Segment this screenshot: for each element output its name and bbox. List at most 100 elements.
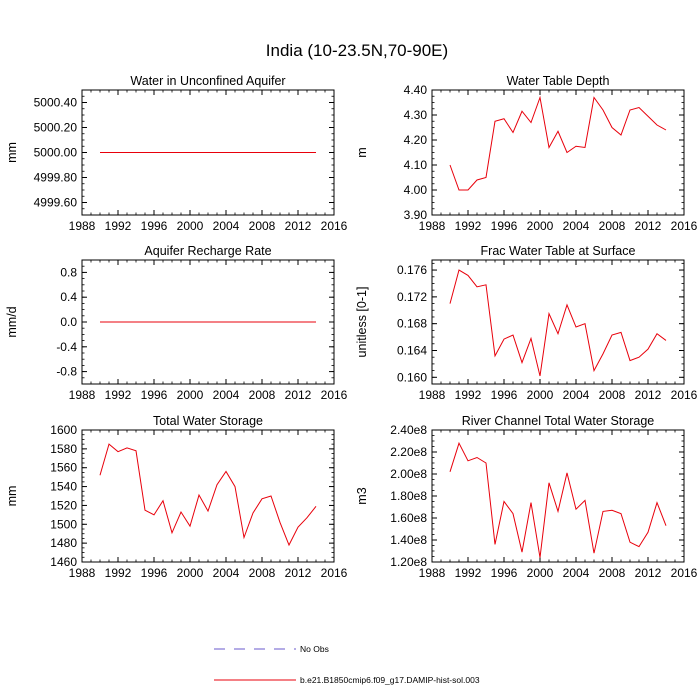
panel-title: Water Table Depth [507,74,610,88]
x-tick-label: 1992 [105,219,132,233]
x-tick-label: 2008 [249,566,276,580]
x-tick-label: 1996 [141,219,168,233]
y-tick-label: 1520 [50,498,77,512]
x-tick-label: 1988 [69,566,96,580]
y-tick-label: 2.20e8 [390,445,427,459]
x-tick-label: 2016 [671,566,698,580]
x-tick-label: 1992 [455,388,482,402]
y-tick-label: 4.20 [404,133,428,147]
x-tick-label: 1996 [491,388,518,402]
y-tick-label: 1540 [50,480,77,494]
x-tick-label: 2004 [213,219,240,233]
x-tick-label: 1992 [105,388,132,402]
y-tick-label: 1.60e8 [390,511,427,525]
panel-5: Total Water Storage mm 1988 1992 1996 2000 200… [5,414,348,580]
y-tick-label: 4999.60 [34,196,78,210]
x-tick-label: 2008 [249,219,276,233]
x-tick-label: 2012 [635,388,662,402]
x-tick-label: 2008 [249,388,276,402]
y-tick-label: 5000.20 [34,121,78,135]
y-tick-label: 5000.40 [34,96,78,110]
y-tick-label: 0.176 [397,263,427,277]
x-tick-label: 1992 [455,219,482,233]
y-tick-label: 2.00e8 [390,467,427,481]
y-tick-label: 4.40 [404,83,428,97]
panel-1: Water in Unconfined Aquifer mm 1988 1992 199… [5,74,348,233]
y-tick-label: 1.80e8 [390,489,427,503]
x-tick-label: 1992 [105,566,132,580]
plot-frame [431,89,685,216]
x-tick-label: 1988 [419,566,446,580]
x-tick-label: 2000 [527,219,554,233]
x-tick-label: 2000 [527,388,554,402]
x-tick-label: 1996 [491,219,518,233]
x-tick-label: 2004 [563,566,590,580]
panel-title: Aquifer Recharge Rate [144,244,271,258]
x-tick-label: 2016 [671,388,698,402]
x-tick-label: 1988 [419,219,446,233]
y-tick-label: 0.164 [397,343,427,357]
y-axis-label: m [355,147,369,157]
y-tick-label: 0.172 [397,290,427,304]
y-tick-label: -0.4 [56,340,77,354]
x-tick-label: 2008 [599,219,626,233]
legend: No Obs b.e21.B1850cmip6.f09_g17.DAMIP-hi… [214,644,480,685]
y-axis-label: m3 [355,487,369,504]
panel-title: Total Water Storage [153,414,263,428]
y-tick-label: 1600 [50,423,77,437]
series-line [449,441,667,558]
plot-frame [431,259,685,385]
x-tick-label: 1996 [141,566,168,580]
y-axis-label: mm/d [5,306,19,337]
legend-obs-label: No Obs [300,644,329,654]
y-tick-label: 1560 [50,461,77,475]
x-tick-label: 2004 [213,388,240,402]
legend-model-label: b.e21.B1850cmip6.f09_g17.DAMIP-hist-sol.… [300,675,480,685]
x-tick-label: 2000 [177,388,204,402]
y-tick-label: 4.30 [404,108,428,122]
x-tick-label: 2004 [563,388,590,402]
panel-title: River Channel Total Water Storage [462,414,655,428]
y-tick-label: 1480 [50,536,77,550]
y-tick-label: 4.00 [404,183,428,197]
x-tick-label: 2000 [527,566,554,580]
figure-title: India (10-23.5N,70-90E) [266,41,448,60]
y-tick-label: 0.0 [60,315,77,329]
x-tick-label: 2012 [285,566,312,580]
x-tick-label: 2000 [177,566,204,580]
y-tick-label: 1500 [50,517,77,531]
y-tick-label: 0.8 [60,265,77,279]
y-tick-label: 0.160 [397,370,427,384]
x-tick-label: 1996 [491,566,518,580]
y-tick-label: 4.10 [404,158,428,172]
series-line [449,269,667,377]
x-tick-label: 2016 [321,566,348,580]
x-tick-label: 2016 [321,219,348,233]
y-tick-label: 1.20e8 [390,555,427,569]
x-tick-label: 2000 [177,219,204,233]
x-tick-label: 1992 [455,566,482,580]
y-tick-label: 0.168 [397,317,427,331]
x-tick-label: 2004 [563,219,590,233]
x-tick-label: 2016 [321,388,348,402]
x-tick-label: 2004 [213,566,240,580]
y-axis-label: mm [5,142,19,163]
y-tick-label: 3.90 [404,208,428,222]
y-tick-label: 1460 [50,555,77,569]
plot-frame [81,429,335,563]
x-tick-label: 2012 [635,219,662,233]
plot-frame [431,429,685,563]
x-tick-label: 2016 [671,219,698,233]
y-tick-label: 4999.80 [34,171,78,185]
panel-4: Frac Water Table at Surface unitless [0-1… [355,244,698,402]
panel-2: Water Table Depth m 1988 1992 1996 2000 2004 20… [355,74,698,233]
y-tick-label: -0.8 [56,365,77,379]
series-line [449,95,667,191]
panels: Water in Unconfined Aquifer mm 1988 1992 199… [5,74,698,580]
y-tick-label: 1.40e8 [390,533,427,547]
x-tick-label: 2012 [635,566,662,580]
x-tick-label: 1996 [141,388,168,402]
y-tick-label: 5000.00 [34,146,78,160]
